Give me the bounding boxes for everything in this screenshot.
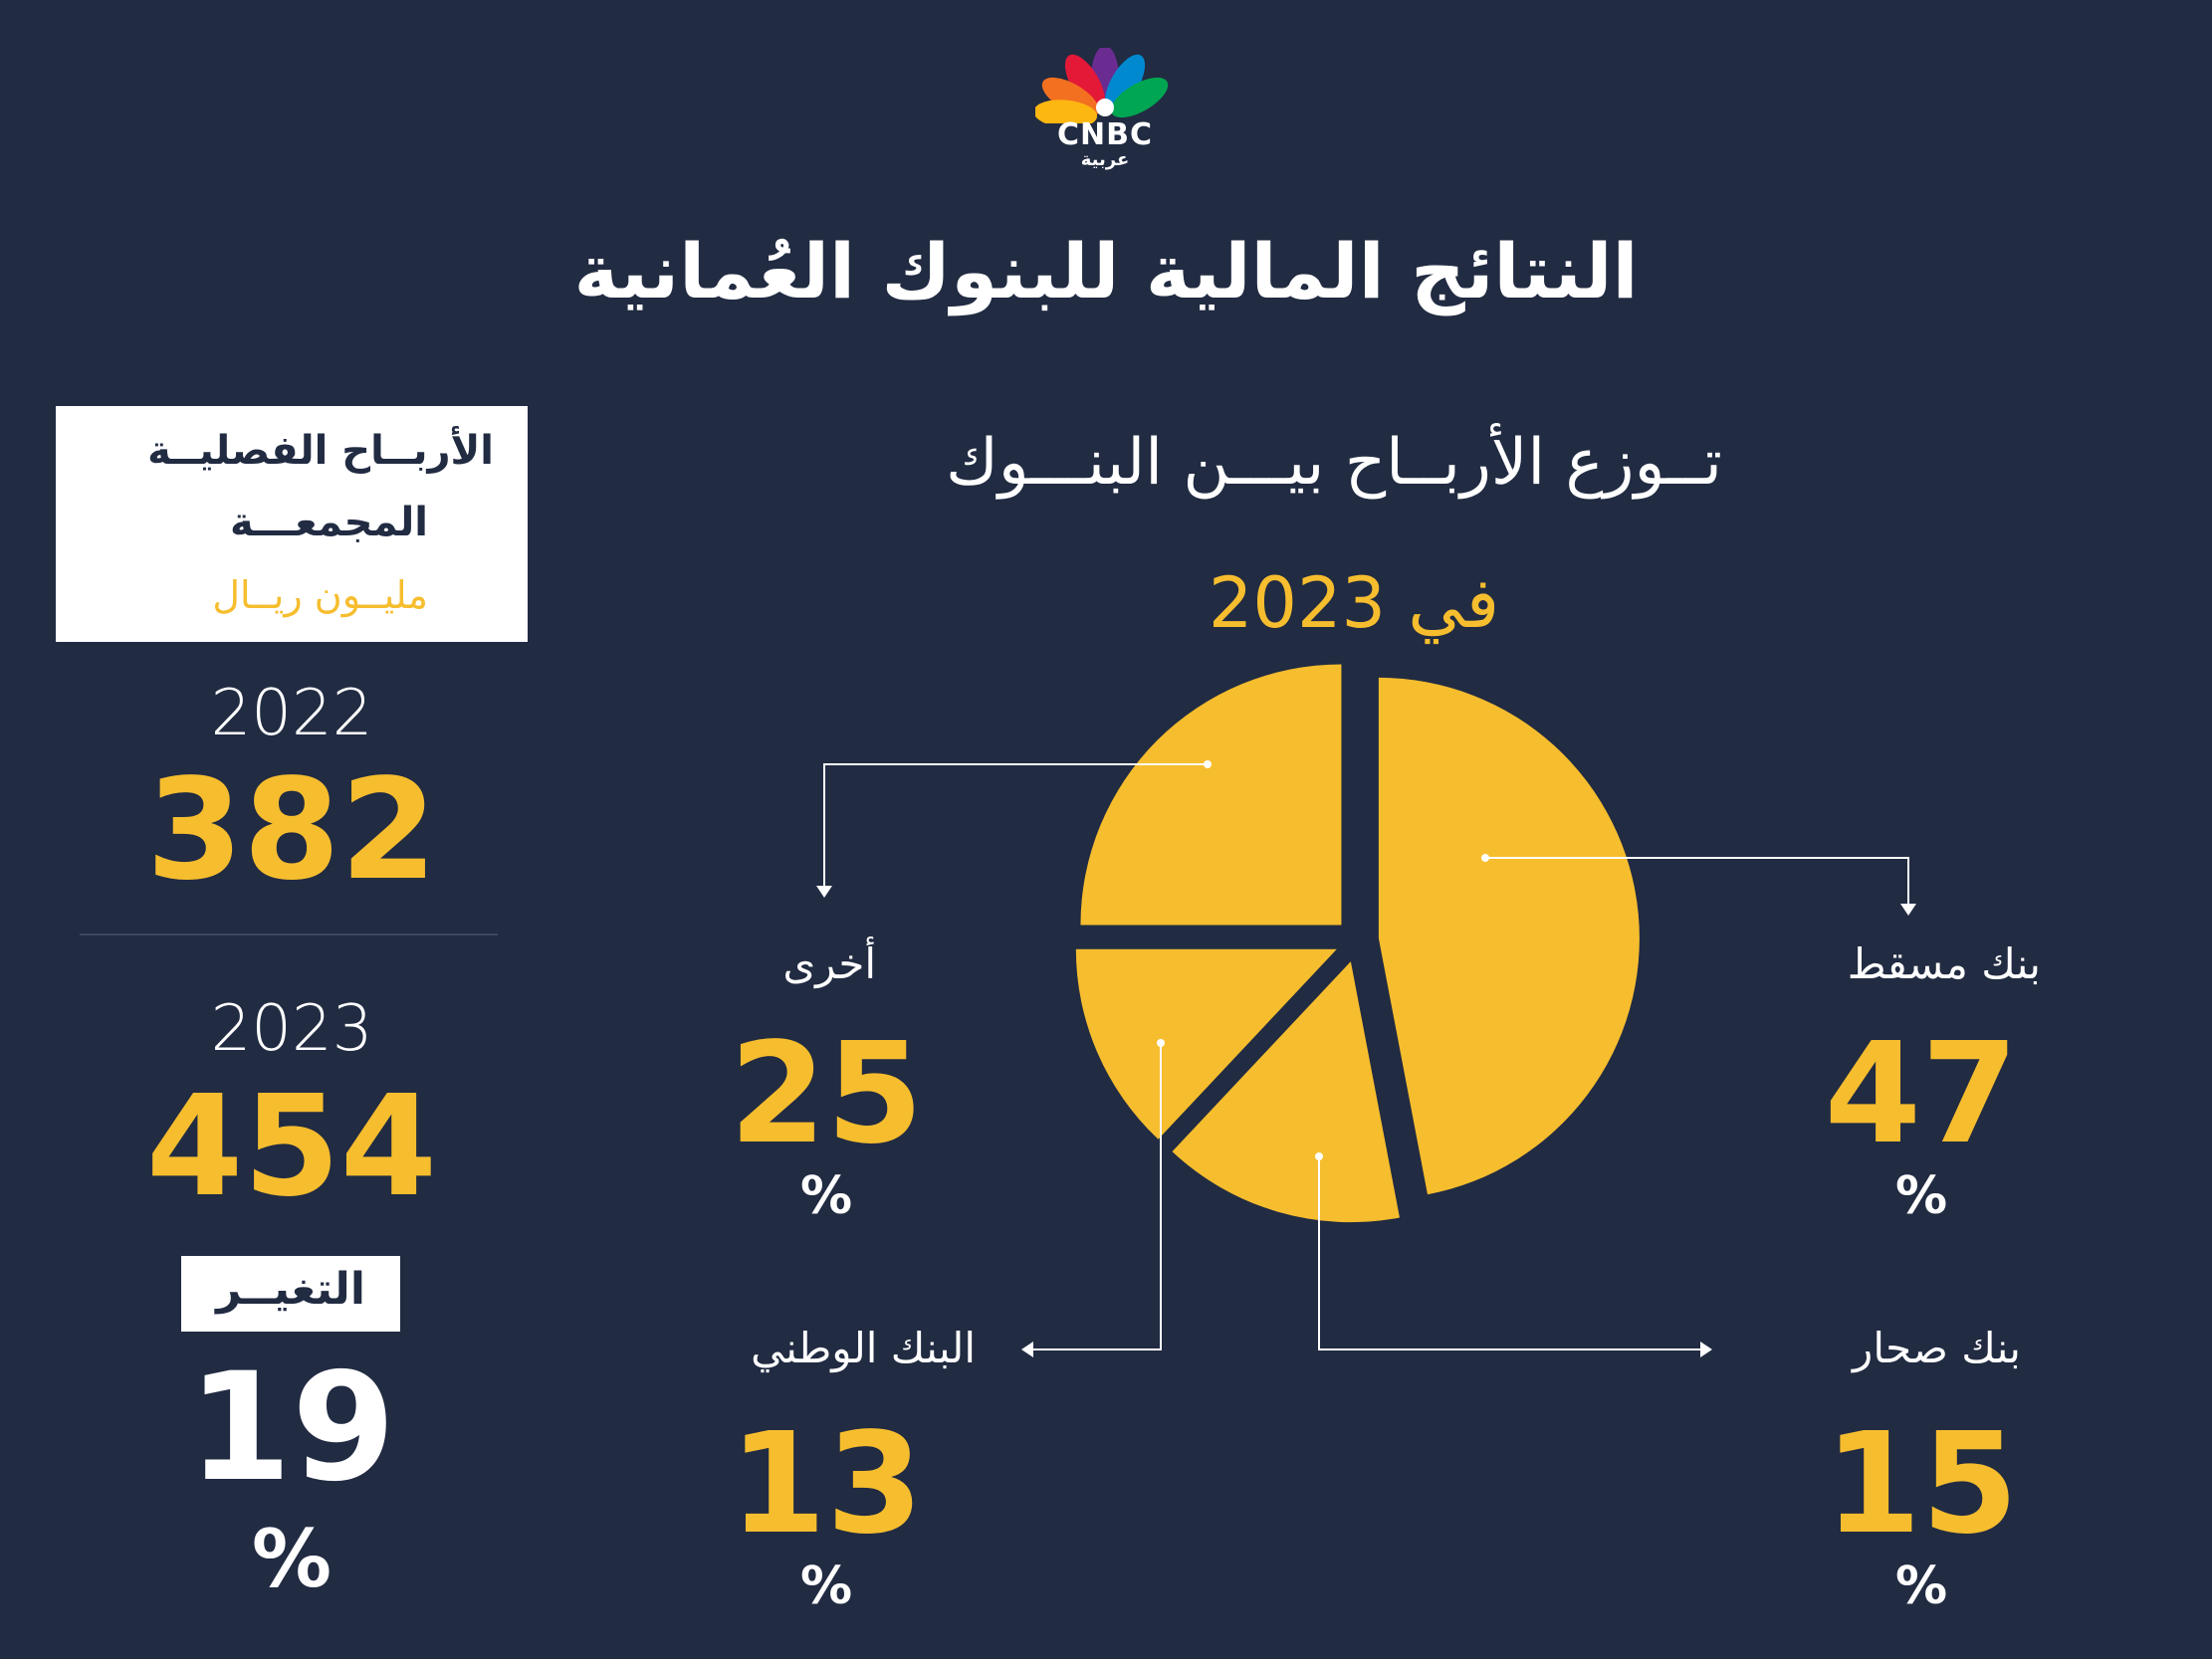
profits-header-line1: الأربــاح الفصليــة (147, 428, 494, 474)
logo-wordmark: CNBC (1056, 117, 1153, 152)
pie-slice-national (1075, 948, 1337, 1140)
value-2022: 382 (145, 749, 438, 912)
label-muscat-name: بنك مسقط (1847, 939, 2041, 988)
label-national-unit: % (799, 1556, 853, 1616)
logo-subtext: عربية (1080, 149, 1130, 170)
value-2023: 454 (145, 1066, 438, 1228)
cnbc-arabia-logo: CNBC عربية (1035, 48, 1175, 170)
leader-national-dot (1157, 1039, 1165, 1047)
pie-slice-sohar (1172, 961, 1400, 1223)
pie-slice-muscat (1378, 677, 1640, 1195)
profits-header-line2: المجمعـــة (229, 500, 428, 545)
leader-muscat-arrow (1900, 904, 1916, 916)
label-sohar-unit: % (1894, 1556, 1948, 1616)
profits-header-box (56, 406, 528, 642)
profits-unit: مليــون ريــال (212, 573, 428, 617)
change-label: التغيــر (216, 1264, 365, 1315)
label-other-unit: % (799, 1166, 853, 1226)
leader-muscat (1485, 857, 1909, 914)
leader-other (823, 763, 1208, 896)
change-value: 19 (187, 1342, 396, 1515)
leader-other-arrow (816, 886, 832, 898)
change-label-box (181, 1256, 400, 1332)
label-national-name: البنك الوطني (751, 1324, 976, 1372)
label-other-name: أخرى (782, 939, 876, 988)
label-sohar-name: بنك صحار (1853, 1324, 2021, 1372)
page-title: النتائج المالية للبنوك العُمانية (573, 227, 1639, 315)
label-national-value: 13 (729, 1403, 924, 1565)
year-2023-label: 2023 (210, 992, 373, 1066)
leader-national-arrow (1021, 1342, 1033, 1357)
label-sohar-value: 15 (1824, 1403, 2019, 1565)
label-muscat-unit: % (1894, 1166, 1948, 1226)
change-unit: % (251, 1513, 332, 1605)
divider (80, 933, 498, 935)
label-muscat-value: 47 (1824, 1013, 2019, 1175)
chart-subtitle: تــوزع الأربــاح بيـــن البنـــوك (946, 426, 1722, 500)
pie-slice-other (1080, 664, 1342, 926)
leader-other-dot (1204, 760, 1212, 768)
year-2022-label: 2022 (210, 677, 373, 750)
leader-sohar-dot (1315, 1152, 1323, 1160)
leader-national (1023, 1043, 1162, 1350)
label-other-value: 25 (729, 1013, 924, 1175)
leader-sohar (1318, 1156, 1710, 1350)
peacock-icon (1035, 48, 1169, 123)
leader-muscat-dot (1481, 854, 1489, 862)
chart-year-title: في 2023 (1208, 562, 1500, 644)
